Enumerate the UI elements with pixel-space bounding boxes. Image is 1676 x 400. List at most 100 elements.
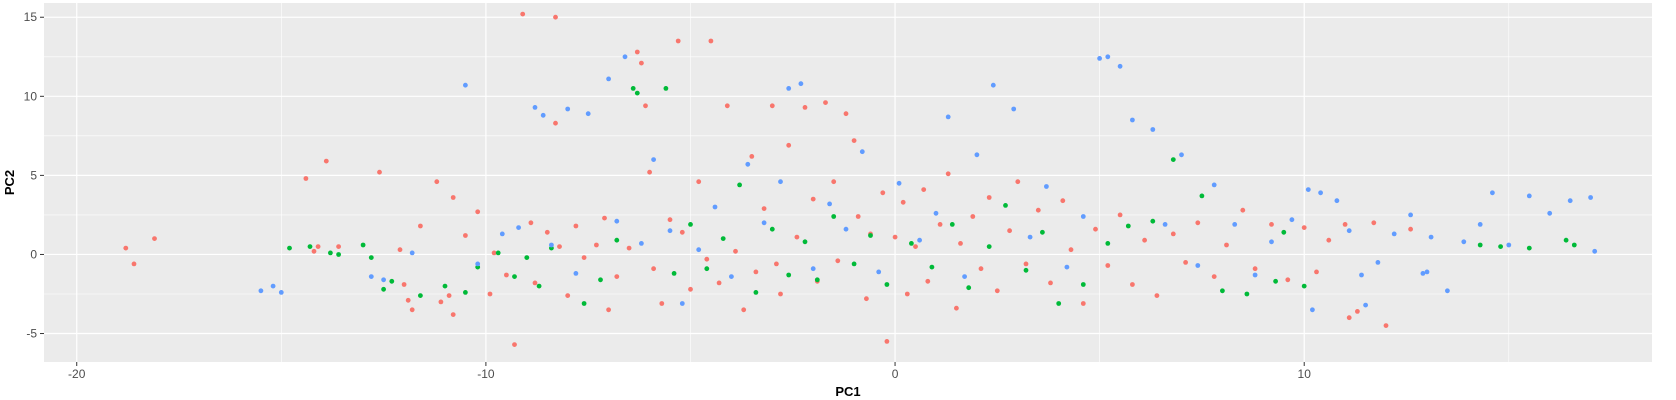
data-point bbox=[1080, 214, 1086, 219]
data-point bbox=[880, 190, 886, 196]
data-point bbox=[450, 312, 456, 317]
data-point bbox=[990, 82, 996, 88]
data-point bbox=[368, 255, 374, 260]
data-point bbox=[418, 293, 423, 298]
data-point bbox=[1015, 179, 1021, 185]
y-tick-label: 10 bbox=[24, 89, 38, 103]
data-point bbox=[1506, 242, 1512, 248]
data-point bbox=[360, 242, 366, 248]
data-point bbox=[696, 179, 702, 185]
data-point bbox=[1220, 288, 1225, 294]
data-point bbox=[602, 215, 607, 221]
data-point bbox=[528, 220, 534, 226]
data-point bbox=[1326, 237, 1332, 243]
data-point bbox=[949, 222, 955, 227]
data-point bbox=[749, 154, 755, 159]
data-point bbox=[328, 250, 333, 256]
data-point bbox=[1142, 237, 1147, 243]
data-point bbox=[1105, 54, 1111, 60]
data-point bbox=[1080, 301, 1086, 306]
data-point bbox=[704, 256, 710, 262]
data-point bbox=[1571, 242, 1577, 248]
data-point bbox=[622, 54, 628, 60]
data-point bbox=[1105, 241, 1111, 246]
data-point bbox=[1035, 207, 1041, 213]
data-point bbox=[945, 114, 951, 120]
data-point bbox=[475, 261, 481, 267]
data-point bbox=[802, 105, 808, 110]
data-point bbox=[336, 252, 341, 257]
data-point bbox=[532, 280, 538, 286]
data-point bbox=[409, 250, 415, 256]
data-point bbox=[1477, 222, 1483, 227]
data-point bbox=[810, 266, 816, 272]
data-point bbox=[896, 180, 902, 186]
data-point bbox=[970, 214, 976, 219]
data-points bbox=[123, 11, 1598, 347]
data-point bbox=[716, 280, 722, 286]
data-point bbox=[598, 277, 603, 283]
data-point bbox=[778, 179, 783, 185]
data-point bbox=[1211, 182, 1217, 188]
data-point bbox=[397, 247, 403, 253]
data-point bbox=[798, 81, 804, 87]
data-point bbox=[1281, 229, 1287, 235]
data-point bbox=[520, 11, 526, 17]
data-point bbox=[634, 90, 640, 96]
data-point bbox=[553, 14, 558, 20]
data-point bbox=[1097, 56, 1102, 61]
data-point bbox=[1232, 222, 1238, 227]
data-point bbox=[1060, 198, 1066, 204]
data-point bbox=[1445, 288, 1450, 294]
data-point bbox=[884, 339, 890, 344]
data-point bbox=[463, 233, 468, 238]
data-point bbox=[409, 307, 415, 313]
data-point bbox=[1199, 193, 1205, 199]
data-point bbox=[581, 255, 587, 260]
data-point bbox=[1244, 291, 1250, 297]
plot-panel bbox=[44, 3, 1652, 362]
data-point bbox=[647, 169, 652, 175]
data-point bbox=[1428, 234, 1434, 240]
data-point bbox=[814, 277, 820, 283]
data-point bbox=[937, 222, 943, 227]
data-point bbox=[909, 241, 914, 246]
data-point bbox=[1355, 309, 1360, 314]
data-point bbox=[1117, 63, 1123, 69]
data-point bbox=[606, 76, 611, 82]
data-point bbox=[405, 297, 411, 303]
data-point bbox=[651, 266, 656, 272]
data-point bbox=[1301, 283, 1307, 289]
data-point bbox=[553, 120, 558, 126]
data-point bbox=[831, 179, 837, 185]
data-point bbox=[1375, 260, 1381, 265]
data-point bbox=[708, 38, 714, 44]
data-point bbox=[1301, 225, 1307, 231]
data-point bbox=[1269, 239, 1274, 245]
data-point bbox=[626, 245, 632, 251]
data-point bbox=[884, 282, 890, 287]
data-point bbox=[438, 299, 444, 305]
data-point bbox=[278, 290, 284, 295]
data-point bbox=[864, 296, 869, 302]
data-point bbox=[753, 269, 759, 275]
data-point bbox=[549, 242, 554, 248]
data-point bbox=[904, 291, 910, 297]
data-point bbox=[1305, 187, 1311, 193]
data-point bbox=[917, 237, 922, 243]
data-point bbox=[679, 229, 685, 235]
data-point bbox=[377, 169, 382, 175]
data-point bbox=[1170, 231, 1176, 237]
x-tick-label: -20 bbox=[68, 367, 86, 381]
data-point bbox=[123, 245, 129, 251]
data-point bbox=[487, 291, 493, 297]
data-point bbox=[634, 49, 640, 55]
data-point bbox=[536, 283, 542, 289]
data-point bbox=[287, 245, 292, 251]
data-point bbox=[307, 244, 313, 250]
data-point bbox=[512, 274, 517, 279]
data-point bbox=[131, 261, 137, 267]
data-point bbox=[851, 138, 857, 144]
data-point bbox=[954, 305, 959, 311]
data-point bbox=[688, 222, 693, 227]
